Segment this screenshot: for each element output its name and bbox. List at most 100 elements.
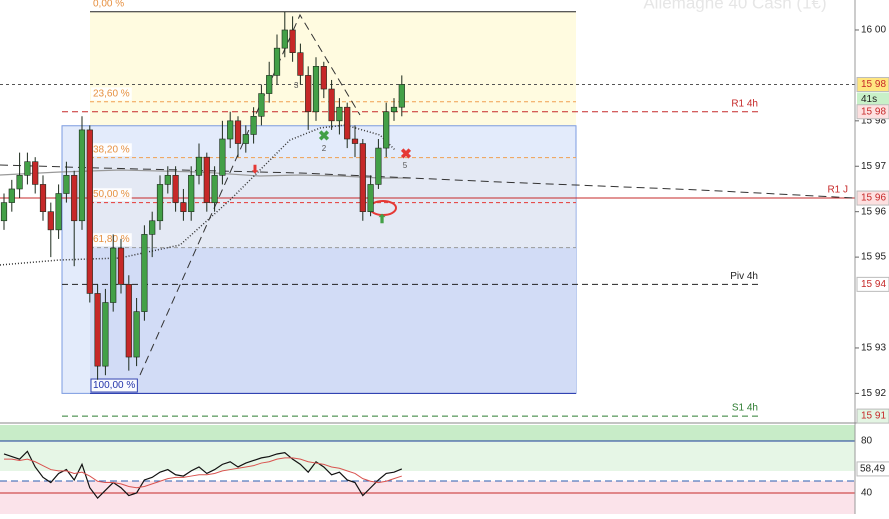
candle-body — [359, 143, 366, 212]
price-marker-label: 15 98 — [861, 106, 886, 117]
pivot-label: R1 J — [827, 185, 848, 196]
fib-label: 38,20 % — [93, 144, 130, 155]
candle-body — [297, 52, 304, 76]
candle-body — [266, 75, 273, 94]
candle-body — [172, 175, 179, 203]
watermark: Allemagne 40 Cash (1€) — [643, 0, 826, 12]
fib-label: 50,00 % — [93, 189, 130, 200]
pivot-label: Piv 4h — [730, 271, 758, 282]
fib-label-box — [91, 0, 127, 11]
y-tick-label: 15 95 — [861, 252, 886, 263]
candle-body — [398, 84, 405, 108]
countdown-box — [857, 92, 889, 107]
candle-body — [149, 220, 156, 235]
price-marker-label: 15 94 — [861, 279, 886, 290]
candle-body — [344, 106, 351, 140]
fib-label: 23,60 % — [93, 88, 130, 99]
price-marker-label: 15 91 — [861, 411, 886, 422]
countdown: 41s — [861, 94, 877, 105]
pattern-label: 2 — [322, 144, 327, 153]
fib-label-box — [91, 233, 132, 247]
candle-body — [289, 29, 296, 53]
candle-body — [117, 247, 125, 285]
candle-body — [390, 106, 398, 113]
candle-body — [133, 311, 140, 358]
candle-body — [211, 175, 218, 203]
candle-body — [188, 175, 195, 212]
candle-body — [16, 175, 23, 190]
candle-body — [110, 247, 117, 303]
candle-body — [273, 47, 281, 76]
y2-tick-label: 40 — [861, 488, 873, 499]
candle-body — [164, 175, 171, 185]
candle-body — [32, 161, 39, 185]
pattern-label: 3 — [294, 81, 299, 90]
price-marker-label: 15 96 — [861, 193, 886, 204]
candle-body — [227, 120, 234, 140]
candle-body — [47, 211, 54, 231]
candle-body — [351, 138, 359, 144]
y-tick-label: 15 96 — [861, 206, 886, 217]
price-marker — [856, 190, 889, 206]
fib-label-box — [91, 87, 132, 101]
candle-body — [242, 134, 249, 144]
candle-body — [71, 175, 78, 222]
osc-value-label: 58,49 — [860, 464, 885, 475]
sell-signal: ✖ — [400, 146, 412, 162]
osc-line — [4, 457, 402, 489]
candle-body — [55, 193, 62, 231]
pivot-label: R1 4h — [731, 98, 758, 109]
fib-label-box — [91, 188, 132, 202]
osc-zone — [0, 440, 855, 471]
candle-body — [305, 75, 312, 113]
candle-body — [203, 156, 210, 203]
fib-zone — [90, 247, 576, 394]
candle-body — [8, 188, 15, 203]
dotted-average — [0, 124, 396, 266]
pattern-label: 5 — [403, 161, 408, 170]
candle-body — [24, 161, 31, 176]
candle-body — [328, 88, 335, 122]
candle-body — [219, 138, 226, 176]
candle-body — [375, 147, 382, 185]
fib-label-box — [90, 378, 138, 393]
y-tick-label: 15 98 — [861, 115, 886, 126]
candle-body — [156, 184, 164, 222]
candle-body — [125, 284, 132, 358]
y-tick-label: 15 93 — [861, 343, 886, 354]
candle-body — [86, 129, 93, 294]
fib-label: 0,00 % — [93, 0, 124, 9]
price-marker-label: 15 98 — [861, 79, 886, 90]
osc-line — [3, 450, 403, 500]
candle-body — [312, 66, 320, 113]
down-arrow: ⬇ — [250, 164, 259, 176]
candle-body — [39, 184, 47, 212]
candle-body — [141, 234, 148, 312]
candle-body — [234, 120, 242, 144]
candle-body — [180, 202, 187, 212]
price-marker — [856, 104, 889, 120]
buy-signal: ✖ — [318, 128, 330, 144]
fib-label-box — [91, 143, 132, 157]
candle-body — [383, 111, 390, 149]
candle-body — [63, 175, 70, 194]
y-tick-label: 15 97 — [861, 161, 886, 172]
wave-line — [139, 13, 361, 376]
candle-body — [320, 66, 327, 90]
candle-body — [102, 302, 109, 367]
candle-body — [94, 293, 101, 367]
candle-body — [281, 29, 288, 49]
candle-body — [78, 129, 86, 222]
candle-body — [195, 156, 203, 176]
fib-label: 100,00 % — [93, 380, 135, 391]
y-tick-label: 16 00 — [861, 25, 886, 36]
osc-value-box — [856, 461, 889, 477]
candle-body — [367, 184, 374, 212]
candle-body — [0, 202, 8, 222]
price-marker — [856, 276, 889, 292]
pivot-label: S1 4h — [732, 403, 758, 414]
y-tick-label: 15 92 — [861, 388, 886, 399]
osc-zone — [0, 425, 855, 441]
candle-body — [336, 106, 343, 122]
